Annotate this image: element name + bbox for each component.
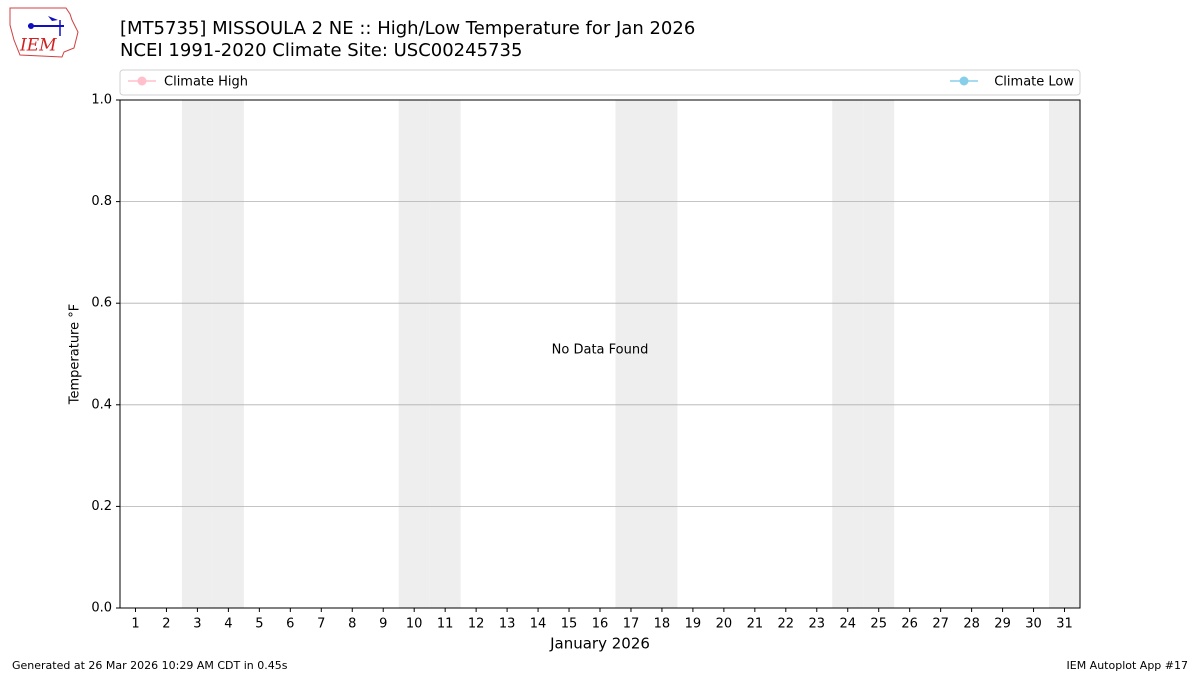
x-tick-label: 29 [994, 617, 1011, 632]
footer-right: IEM Autoplot App #17 [1067, 659, 1189, 672]
x-tick-label: 7 [317, 617, 325, 632]
logo-outline [9, 7, 79, 58]
x-tick-label: 26 [901, 617, 918, 632]
weekend-band [181, 100, 213, 608]
x-tick-label: 19 [685, 617, 702, 632]
logo: IEM [9, 7, 79, 58]
x-tick-label: 9 [379, 617, 387, 632]
legend-label: Climate High [164, 75, 248, 90]
plot-frame [119, 99, 1081, 609]
logo-flag [48, 16, 58, 21]
x-tick-label: 13 [499, 617, 516, 632]
x-tick-label: 5 [255, 617, 263, 632]
x-tick-label: 30 [1025, 617, 1042, 632]
x-tick-label: 4 [224, 617, 232, 632]
legend [119, 69, 1081, 96]
legend-marker [959, 76, 969, 86]
y-tick-label: 0.8 [91, 194, 112, 209]
chart-subtitle: NCEI 1991-2020 Climate Site: USC00245735 [120, 40, 522, 61]
plot-area [120, 99, 1080, 609]
x-tick-label: 15 [561, 617, 578, 632]
x-tick-label: 11 [437, 617, 454, 632]
plot-background [120, 100, 1080, 608]
x-tick-label: 3 [193, 617, 201, 632]
x-tick-label: 1 [131, 617, 139, 632]
x-tick-label: 8 [348, 617, 356, 632]
weekend-band [615, 100, 647, 608]
x-axis-label: January 2026 [549, 635, 650, 653]
x-tick-label: 6 [286, 617, 294, 632]
x-tick-label: 18 [654, 617, 671, 632]
chart-title: [MT5735] MISSOULA 2 NE :: High/Low Tempe… [120, 18, 695, 39]
x-tick-label: 12 [468, 617, 485, 632]
y-axis-label: Temperature °F [68, 304, 83, 405]
x-tick-label: 31 [1056, 617, 1073, 632]
logo-text: IEM [19, 36, 57, 56]
weekend-band [398, 100, 430, 608]
y-tick-label: 0.0 [91, 601, 112, 616]
x-tick-label: 2 [162, 617, 170, 632]
x-tick-label: 28 [963, 617, 980, 632]
x-tick-label: 10 [406, 617, 423, 632]
x-tick-label: 24 [839, 617, 856, 632]
y-tick-label: 0.6 [91, 296, 112, 311]
x-tick-label: 20 [716, 617, 733, 632]
weekend-band [863, 100, 895, 608]
annotation: No Data Found [552, 343, 649, 358]
x-tick-label: 27 [932, 617, 949, 632]
logo-dot [28, 23, 34, 29]
y-tick-label: 1.0 [91, 93, 112, 108]
x-tick-label: 22 [778, 617, 795, 632]
y-tick-label: 0.2 [91, 499, 112, 514]
x-tick-label: 21 [747, 617, 764, 632]
legend-marker [137, 76, 147, 86]
x-tick-label: 23 [809, 617, 826, 632]
y-tick-label: 0.4 [91, 397, 112, 412]
weekend-band [1049, 100, 1080, 608]
footer-left: Generated at 26 Mar 2026 10:29 AM CDT in… [12, 659, 288, 672]
weekend-band [212, 100, 244, 608]
x-tick-label: 25 [870, 617, 887, 632]
weekend-band [832, 100, 864, 608]
x-tick-label: 16 [592, 617, 609, 632]
x-tick-label: 14 [530, 617, 547, 632]
x-tick-label: 17 [623, 617, 640, 632]
legend-label: Climate Low [994, 75, 1074, 90]
weekend-band [429, 100, 461, 608]
weekend-band [646, 100, 678, 608]
